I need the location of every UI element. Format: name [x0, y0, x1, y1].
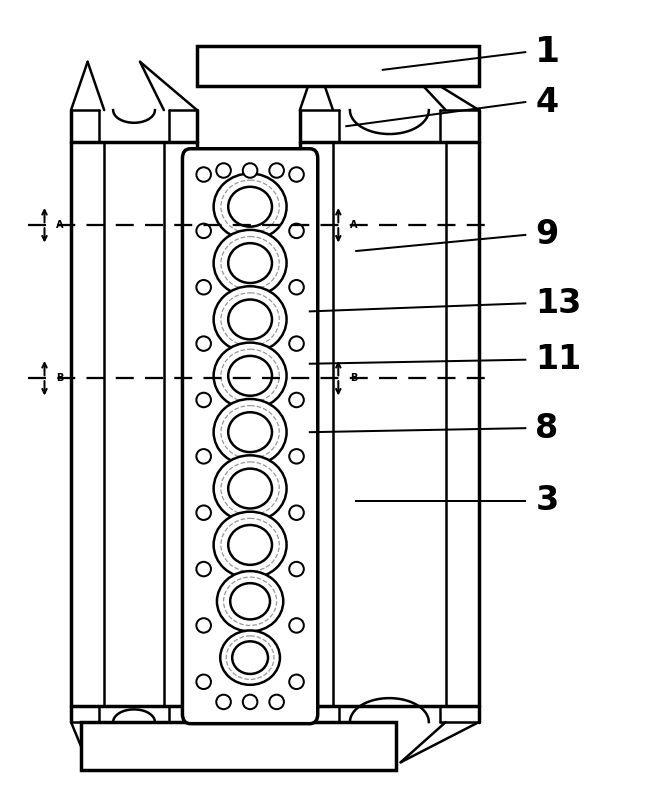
Ellipse shape: [214, 399, 286, 465]
Ellipse shape: [289, 280, 304, 294]
Ellipse shape: [289, 449, 304, 464]
Bar: [81, 722, 396, 770]
Ellipse shape: [196, 618, 211, 633]
Ellipse shape: [269, 695, 284, 709]
Bar: [71, 142, 197, 706]
Bar: [300, 142, 479, 706]
Ellipse shape: [289, 618, 304, 633]
Ellipse shape: [243, 163, 257, 178]
Ellipse shape: [289, 562, 304, 576]
Ellipse shape: [214, 174, 286, 240]
Ellipse shape: [217, 571, 283, 632]
Ellipse shape: [243, 695, 257, 709]
Ellipse shape: [214, 511, 286, 579]
Text: 3: 3: [535, 484, 559, 517]
Ellipse shape: [289, 393, 304, 407]
Ellipse shape: [216, 695, 231, 709]
Ellipse shape: [269, 163, 284, 178]
Ellipse shape: [196, 167, 211, 182]
Ellipse shape: [214, 286, 286, 352]
Ellipse shape: [228, 300, 272, 339]
Text: 11: 11: [535, 343, 581, 377]
Ellipse shape: [228, 525, 272, 565]
FancyBboxPatch shape: [182, 149, 318, 724]
Ellipse shape: [216, 163, 231, 178]
Text: B: B: [57, 373, 64, 383]
Ellipse shape: [228, 356, 272, 396]
Text: 9: 9: [535, 218, 559, 251]
Ellipse shape: [230, 583, 270, 620]
Ellipse shape: [228, 243, 272, 283]
Ellipse shape: [228, 469, 272, 508]
Text: B: B: [350, 373, 358, 383]
Bar: [197, 46, 479, 86]
Ellipse shape: [214, 456, 286, 522]
Ellipse shape: [289, 675, 304, 689]
Ellipse shape: [289, 224, 304, 238]
Ellipse shape: [228, 412, 272, 452]
Ellipse shape: [196, 336, 211, 351]
Ellipse shape: [228, 187, 272, 227]
Ellipse shape: [196, 224, 211, 238]
Ellipse shape: [232, 642, 268, 674]
Ellipse shape: [196, 280, 211, 294]
Ellipse shape: [289, 336, 304, 351]
Ellipse shape: [196, 562, 211, 576]
Text: 1: 1: [535, 35, 560, 69]
Ellipse shape: [196, 393, 211, 407]
Text: 13: 13: [535, 287, 581, 320]
Text: A: A: [350, 221, 358, 230]
Ellipse shape: [214, 229, 286, 297]
Ellipse shape: [289, 506, 304, 520]
Text: 8: 8: [535, 411, 559, 444]
Ellipse shape: [196, 449, 211, 464]
Ellipse shape: [214, 343, 286, 409]
Ellipse shape: [220, 630, 280, 685]
Ellipse shape: [289, 167, 304, 182]
Ellipse shape: [196, 506, 211, 520]
Text: 4: 4: [535, 86, 558, 119]
Ellipse shape: [196, 675, 211, 689]
Text: A: A: [57, 221, 64, 230]
